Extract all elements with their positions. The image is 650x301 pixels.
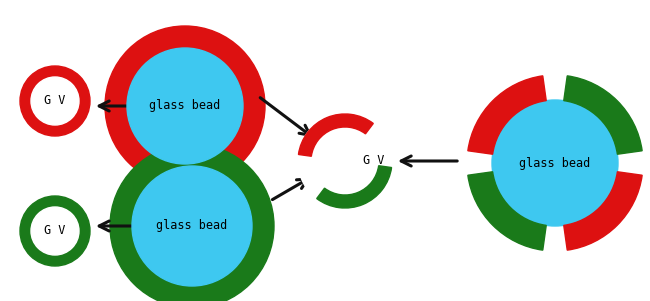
- Text: glass bead: glass bead: [519, 157, 591, 169]
- Text: G V: G V: [363, 154, 384, 167]
- Circle shape: [127, 48, 243, 164]
- Wedge shape: [317, 166, 391, 208]
- Wedge shape: [468, 172, 546, 250]
- Circle shape: [31, 77, 79, 125]
- Wedge shape: [298, 114, 373, 156]
- Circle shape: [20, 196, 90, 266]
- Circle shape: [20, 66, 90, 136]
- Circle shape: [298, 114, 392, 208]
- Text: G V: G V: [44, 95, 66, 107]
- Circle shape: [105, 26, 265, 186]
- Wedge shape: [564, 172, 642, 250]
- Circle shape: [110, 144, 274, 301]
- Circle shape: [31, 207, 79, 255]
- Circle shape: [132, 166, 252, 286]
- Text: G V: G V: [44, 225, 66, 237]
- Circle shape: [467, 75, 643, 251]
- Wedge shape: [564, 76, 642, 154]
- Text: glass bead: glass bead: [157, 219, 228, 232]
- Wedge shape: [468, 76, 546, 154]
- Circle shape: [492, 100, 618, 226]
- Text: glass bead: glass bead: [150, 100, 220, 113]
